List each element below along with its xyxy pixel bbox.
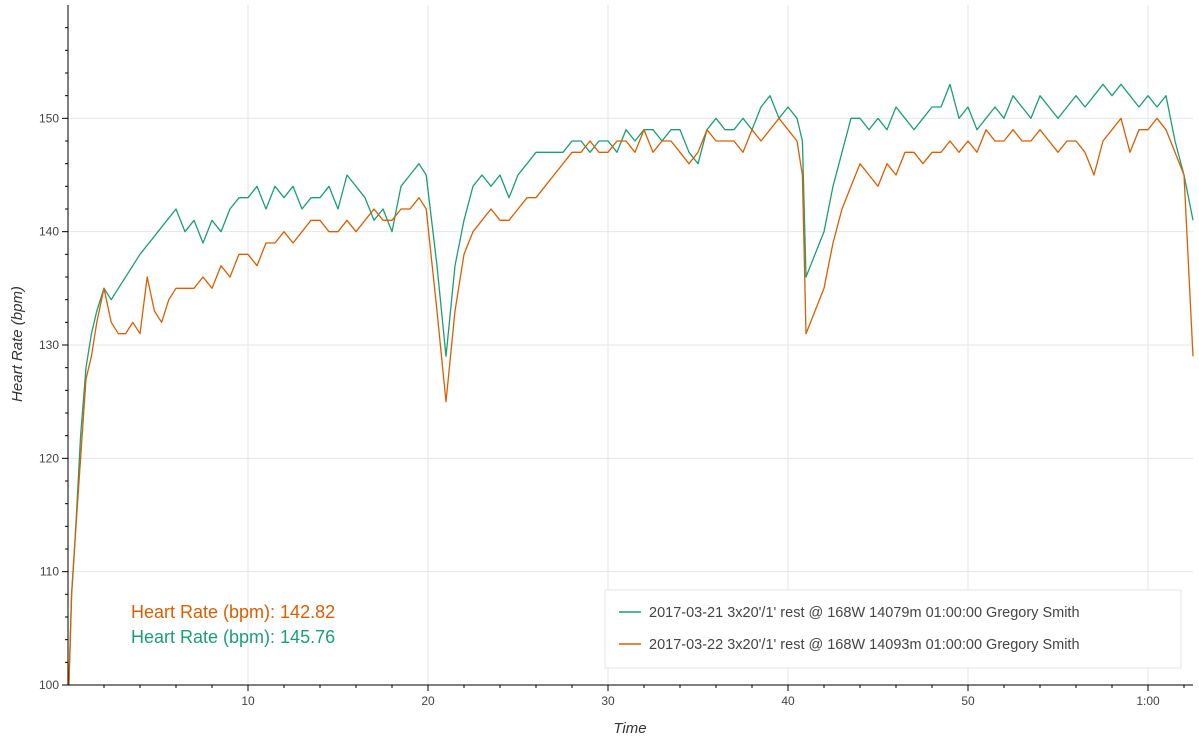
legend: 2017-03-21 3x20'/1' rest @ 168W 14079m 0… bbox=[604, 589, 1182, 669]
average-label-series-2: Heart Rate (bpm): 142.82 bbox=[131, 602, 335, 622]
grid bbox=[68, 5, 1193, 686]
y-tick-label: 130 bbox=[39, 338, 59, 352]
average-stats: Heart Rate (bpm): 142.82 Heart Rate (bpm… bbox=[131, 602, 335, 647]
legend-box bbox=[604, 589, 1182, 669]
y-tick-labels: 100 110 120 130 140 150 bbox=[39, 111, 68, 692]
legend-label-series-1: 2017-03-21 3x20'/1' rest @ 168W 14079m 0… bbox=[649, 605, 1080, 621]
x-tick-label: 40 bbox=[781, 694, 795, 708]
series-line-2 bbox=[68, 117, 1194, 686]
x-axis-title: Time bbox=[613, 720, 646, 737]
legend-label-series-2: 2017-03-22 3x20'/1' rest @ 168W 14093m 0… bbox=[649, 637, 1080, 653]
x-tick-label: 10 bbox=[241, 694, 255, 708]
y-minor-ticks bbox=[65, 27, 68, 663]
y-tick-label: 140 bbox=[39, 225, 59, 239]
y-axis-title: Heart Rate (bpm) bbox=[9, 286, 26, 402]
series-lines bbox=[68, 83, 1194, 686]
y-tick-label: 100 bbox=[39, 678, 59, 692]
x-tick-label: 30 bbox=[601, 694, 615, 708]
x-minor-ticks bbox=[103, 685, 1185, 688]
axes: 100 110 120 130 140 150 10 20 30 40 50 1:00 bbox=[39, 5, 1193, 708]
x-tick-labels: 10 20 30 40 50 1:00 bbox=[241, 685, 1160, 708]
average-label-series-1: Heart Rate (bpm): 145.76 bbox=[131, 627, 335, 647]
x-tick-label: 20 bbox=[421, 694, 435, 708]
x-tick-label: 1:00 bbox=[1136, 694, 1160, 708]
y-tick-label: 110 bbox=[40, 565, 59, 579]
x-tick-label: 50 bbox=[961, 694, 975, 708]
y-tick-label: 150 bbox=[39, 111, 59, 125]
y-tick-label: 120 bbox=[39, 451, 59, 465]
